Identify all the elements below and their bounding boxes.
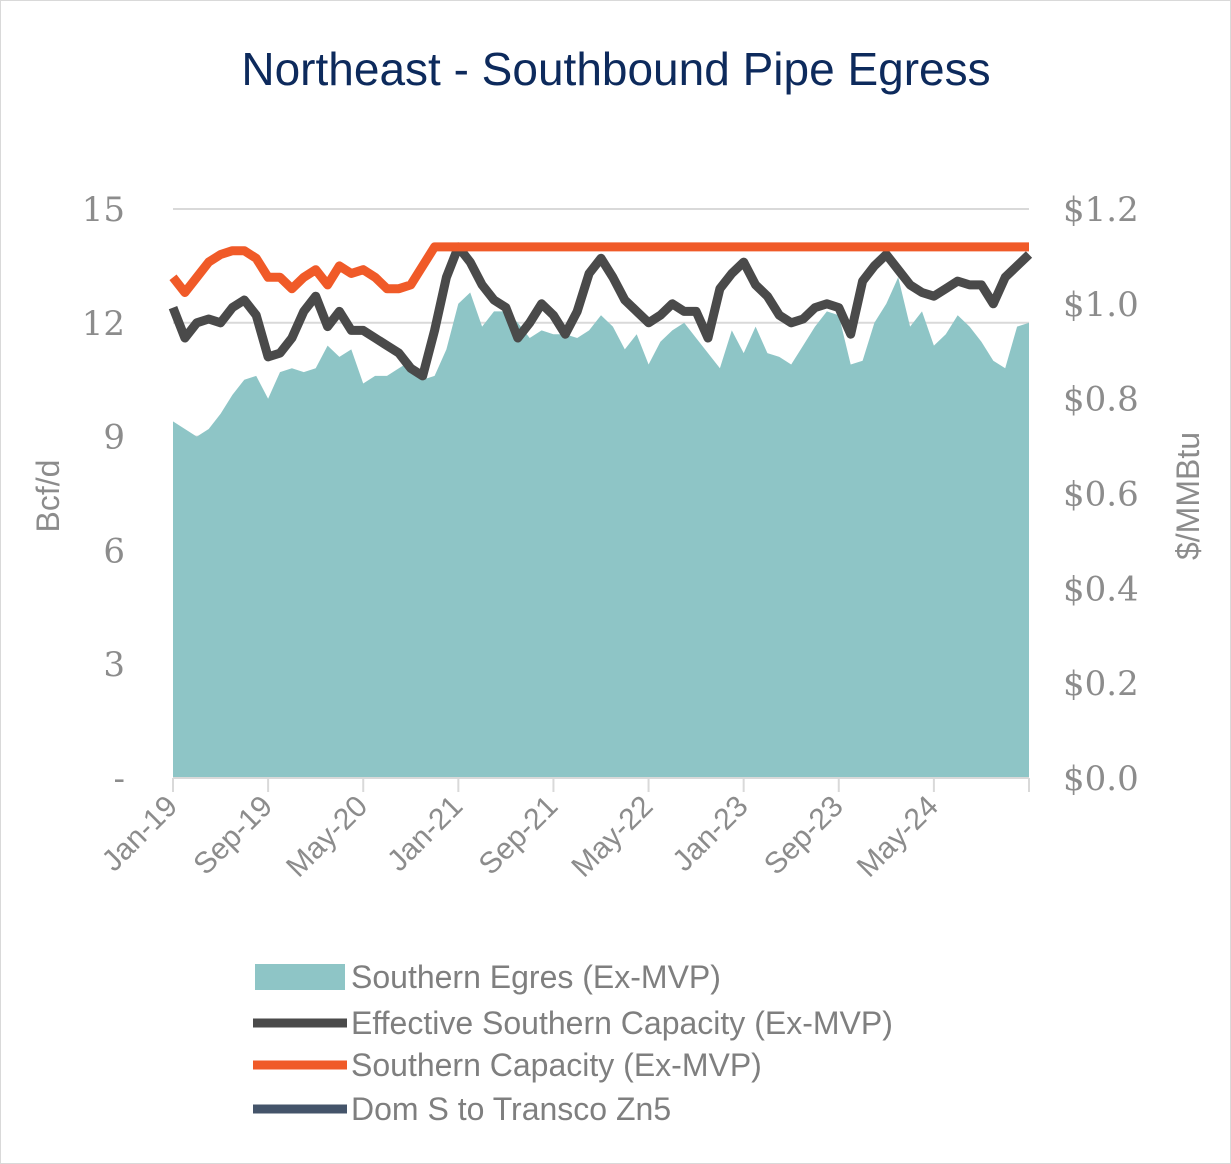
plot-area xyxy=(168,242,1033,778)
y2-tick-label: $0.8 xyxy=(1063,380,1139,420)
legend-label: Dom S to Transco Zn5 xyxy=(351,1091,671,1127)
x-tick-label: May-22 xyxy=(565,790,659,884)
y-tick-label: 3 xyxy=(103,645,125,685)
line-series xyxy=(168,242,1033,381)
x-tick-label: May-20 xyxy=(280,790,374,884)
y2-tick-label: $0.2 xyxy=(1063,664,1139,704)
legend: Southern Egres (Ex-MVP) Effective Souther… xyxy=(253,959,893,1127)
legend-label: Southern Egres (Ex-MVP) xyxy=(351,959,721,995)
line-series xyxy=(169,242,1029,297)
y2-tick-label: $1.2 xyxy=(1063,190,1139,230)
chart-title: Northeast - Southbound Pipe Egress xyxy=(241,43,990,95)
y-tick-label: 6 xyxy=(103,531,125,571)
secondary-y-axis-title: $/MMBtu xyxy=(1170,432,1206,560)
x-tick-label: Sep-19 xyxy=(187,790,279,882)
y2-tick-label: $0.0 xyxy=(1063,759,1139,799)
x-tick-label: Sep-21 xyxy=(473,790,565,882)
x-tick-label: Jan-21 xyxy=(381,790,469,878)
legend-label: Effective Southern Capacity (Ex-MVP) xyxy=(351,1005,893,1041)
x-tick-label: Jan-23 xyxy=(666,790,754,878)
y-tick-label: 12 xyxy=(82,304,125,344)
y2-tick-label: $0.4 xyxy=(1063,569,1139,609)
y-tick-label: 15 xyxy=(82,190,125,230)
area-series xyxy=(173,277,1029,778)
y-tick-label: 9 xyxy=(103,418,125,458)
y-tick-label: - xyxy=(114,759,126,799)
y2-tick-label: $0.6 xyxy=(1063,475,1139,515)
legend-swatch xyxy=(255,964,345,990)
legend-label: Southern Capacity (Ex-MVP) xyxy=(351,1047,762,1083)
y2-tick-label: $1.0 xyxy=(1063,285,1139,325)
y-axis-title: Bcf/d xyxy=(30,460,66,533)
x-tick-label: Sep-23 xyxy=(758,790,850,882)
x-tick-label: May-24 xyxy=(851,790,945,884)
x-tick-label: Jan-19 xyxy=(96,790,184,878)
